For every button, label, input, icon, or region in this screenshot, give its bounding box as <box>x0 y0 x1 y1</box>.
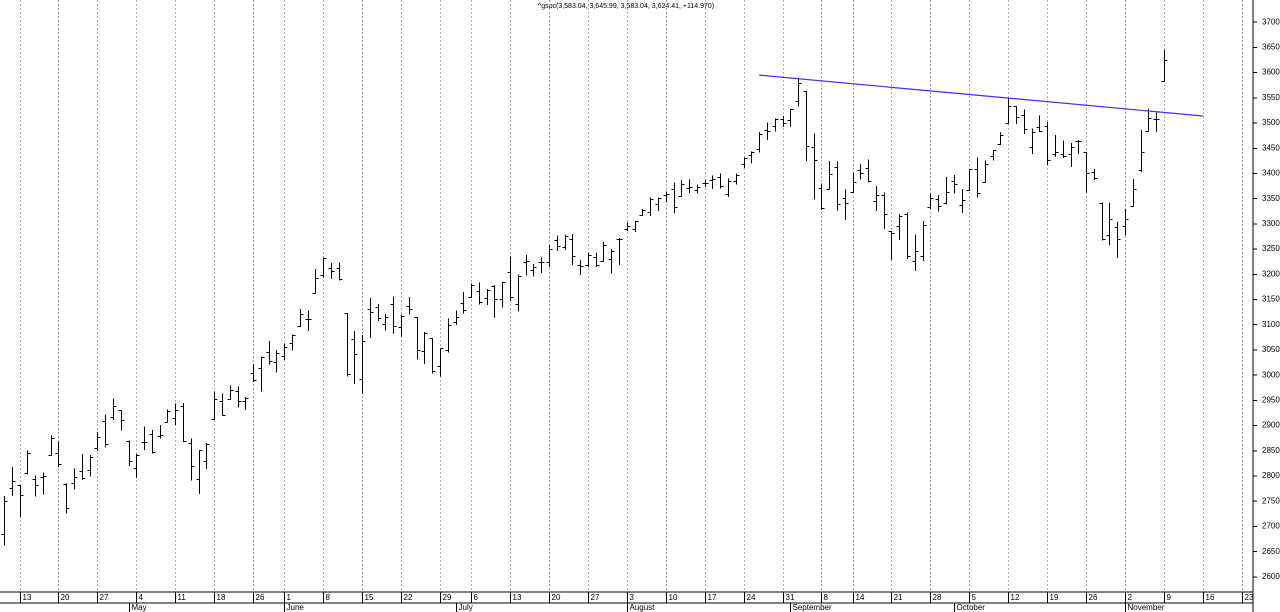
y-tick-label: 3600 <box>1262 68 1280 77</box>
y-tick-label: 3350 <box>1262 194 1280 203</box>
month-label: August <box>630 603 656 612</box>
y-tick-label: 2850 <box>1262 446 1280 455</box>
x-tick-label: 8 <box>326 593 331 602</box>
x-tick-label: 22 <box>404 593 413 602</box>
x-tick-label: 4 <box>139 593 144 602</box>
y-tick-label: 3150 <box>1262 295 1280 304</box>
month-label: May <box>132 603 147 612</box>
x-tick-label: 1 <box>287 593 292 602</box>
x-tick-label: 24 <box>747 593 756 602</box>
x-tick-label: 6 <box>474 593 479 602</box>
y-tick-label: 3550 <box>1262 93 1280 102</box>
x-tick-label: 16 <box>1206 593 1215 602</box>
x-tick-label: 3 <box>630 593 635 602</box>
x-tick-label: 26 <box>1089 593 1098 602</box>
month-label: November <box>1128 603 1165 612</box>
y-tick-label: 3000 <box>1262 370 1280 379</box>
month-label: October <box>957 603 986 612</box>
x-tick-label: 31 <box>786 593 795 602</box>
x-tick-label: 29 <box>443 593 452 602</box>
y-tick-label: 3200 <box>1262 269 1280 278</box>
x-tick-label: 28 <box>933 593 942 602</box>
y-tick-label: 3050 <box>1262 345 1280 354</box>
y-tick-label: 3100 <box>1262 320 1280 329</box>
x-tick-label: 27 <box>591 593 600 602</box>
x-tick-label: 18 <box>217 593 226 602</box>
x-tick-label: 13 <box>23 593 32 602</box>
x-tick-label: 14 <box>856 593 865 602</box>
y-tick-label: 3650 <box>1262 43 1280 52</box>
x-tick-label: 2 <box>1128 593 1133 602</box>
chart-title: ^gspc(3,583.04, 3,645.99, 3,583.04, 3,62… <box>538 3 714 10</box>
trendline <box>759 74 1203 117</box>
x-tick-label: 5 <box>972 593 977 602</box>
x-tick-label: 21 <box>894 593 903 602</box>
y-tick-label: 3300 <box>1262 219 1280 228</box>
month-label: June <box>287 603 305 612</box>
x-tick-label: 23 <box>1245 593 1254 602</box>
y-tick-label: 3250 <box>1262 244 1280 253</box>
x-tick-label: 19 <box>1050 593 1059 602</box>
y-tick-label: 3400 <box>1262 169 1280 178</box>
x-tick-label: 17 <box>708 593 717 602</box>
x-tick-label: 9 <box>1167 593 1172 602</box>
x-tick-label: 27 <box>100 593 109 602</box>
x-tick-label: 13 <box>513 593 522 602</box>
x-tick-label: 12 <box>1011 593 1020 602</box>
y-tick-label: 2900 <box>1262 421 1280 430</box>
y-tick-label: 2800 <box>1262 471 1280 480</box>
y-tick-label: 2700 <box>1262 522 1280 531</box>
y-tick-label: 2600 <box>1262 572 1280 581</box>
y-tick-label: 3500 <box>1262 118 1280 127</box>
y-tick-label: 3700 <box>1262 17 1280 26</box>
x-tick-label: 26 <box>256 593 265 602</box>
y-tick-label: 2750 <box>1262 496 1280 505</box>
x-tick-label: 20 <box>552 593 561 602</box>
x-tick-label: 11 <box>178 593 187 602</box>
y-tick-label: 2950 <box>1262 395 1280 404</box>
y-tick-label: 2650 <box>1262 547 1280 556</box>
x-tick-label: 15 <box>365 593 374 602</box>
month-label: July <box>459 603 473 612</box>
y-tick-label: 3450 <box>1262 143 1280 152</box>
month-label: September <box>793 603 832 612</box>
x-tick-label: 8 <box>824 593 829 602</box>
x-tick-label: 20 <box>61 593 70 602</box>
x-tick-label: 10 <box>669 593 678 602</box>
